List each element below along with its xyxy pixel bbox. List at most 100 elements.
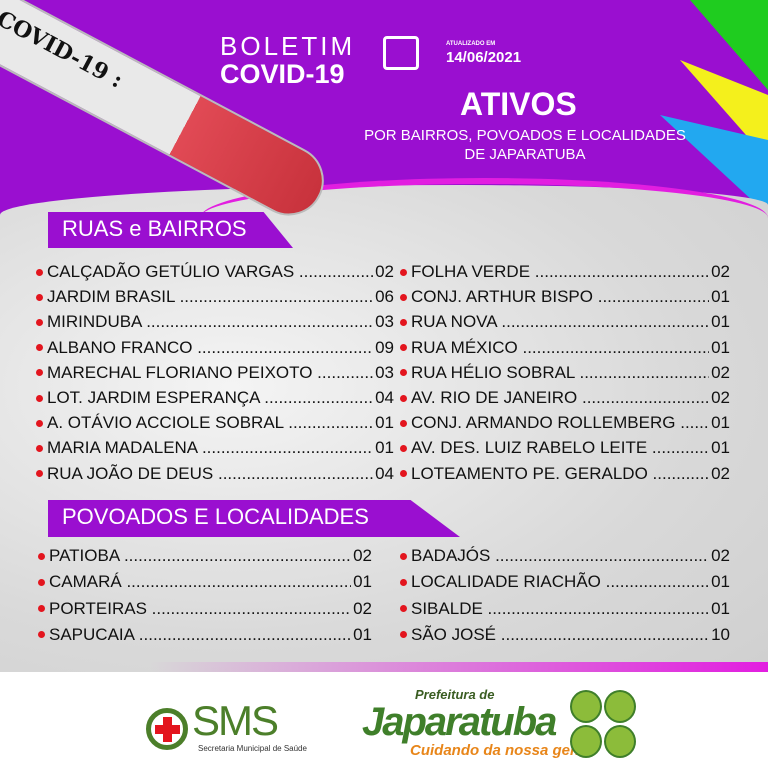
case-count: 02 xyxy=(711,546,730,565)
bullet-icon xyxy=(36,419,43,427)
location-name: A. OTÁVIO ACCIOLE SOBRAL xyxy=(47,411,373,435)
bullet-icon xyxy=(36,444,43,452)
bullet-icon xyxy=(400,293,407,301)
clover-emblem-icon xyxy=(570,690,636,758)
bullet-icon xyxy=(36,268,43,276)
list-item: FOLHA VERDE02 xyxy=(400,260,730,284)
case-count: 10 xyxy=(711,624,730,644)
list-item: A. OTÁVIO ACCIOLE SOBRAL01 xyxy=(36,411,394,435)
case-count: 01 xyxy=(711,337,730,357)
list-item: SAPUCAIA01 xyxy=(38,623,372,647)
location-name: LOT. JARDIM ESPERANÇA xyxy=(47,386,373,410)
case-count: 02 xyxy=(375,262,394,281)
list-item: CALÇADÃO GETÚLIO VARGAS02 xyxy=(36,260,394,284)
list-item: AV. RIO DE JANEIRO02 xyxy=(400,386,730,410)
footer-background xyxy=(0,672,768,768)
list-item: AV. DES. LUIZ RABELO LEITE01 xyxy=(400,436,730,460)
case-count: 01 xyxy=(353,572,372,592)
list-item: SIBALDE01 xyxy=(400,597,730,621)
pink-curve-decoration xyxy=(200,178,768,218)
bullet-icon xyxy=(36,470,43,478)
case-count: 04 xyxy=(375,388,394,407)
bullet-icon xyxy=(400,552,407,560)
case-count: 03 xyxy=(375,312,394,332)
bullet-icon xyxy=(38,552,45,560)
bullet-icon xyxy=(400,419,407,427)
calendar-icon xyxy=(383,36,419,70)
location-name: SIBALDE xyxy=(411,597,709,621)
bullet-icon xyxy=(400,369,407,377)
sms-logo: SMS xyxy=(192,697,279,744)
red-cross-icon xyxy=(146,708,188,750)
location-name: CALÇADÃO GETÚLIO VARGAS xyxy=(47,260,373,284)
main-title: ATIVOS xyxy=(460,86,577,122)
location-name: BADAJÓS xyxy=(411,544,709,568)
list-item: RUA NOVA01 xyxy=(400,310,730,334)
bullet-icon xyxy=(38,631,45,639)
case-count: 06 xyxy=(375,287,394,307)
location-name: RUA MÉXICO xyxy=(411,336,709,360)
location-name: MARECHAL FLORIANO PEIXOTO xyxy=(47,361,373,385)
location-name: JARDIM BRASIL xyxy=(47,285,373,309)
bullet-icon xyxy=(36,293,43,301)
list-item: RUA HÉLIO SOBRAL02 xyxy=(400,361,730,385)
list-item: RUA MÉXICO01 xyxy=(400,336,730,360)
case-count: 01 xyxy=(711,598,730,618)
case-count: 02 xyxy=(711,463,730,483)
title-covid: COVID-19 xyxy=(220,59,345,89)
location-name: PATIOBA xyxy=(49,544,351,568)
location-name: SÃO JOSÉ xyxy=(411,623,709,647)
prefeitura-label: Prefeitura de xyxy=(415,687,495,702)
bullet-icon xyxy=(400,268,407,276)
case-count: 01 xyxy=(711,413,730,433)
bullet-icon xyxy=(400,605,407,613)
bullet-icon xyxy=(400,444,407,452)
case-count: 02 xyxy=(711,388,730,407)
case-count: 02 xyxy=(711,262,730,281)
bullet-icon xyxy=(38,578,45,586)
list-item: MARECHAL FLORIANO PEIXOTO03 xyxy=(36,361,394,385)
subtitle-line1: POR BAIRROS, POVOADOS E LOCALIDADES xyxy=(364,127,686,144)
updated-label: ATUALIZADO EM xyxy=(446,41,496,47)
list-item: SÃO JOSÉ10 xyxy=(400,623,730,647)
location-name: LOCALIDADE RIACHÃO xyxy=(411,570,709,594)
bullet-icon xyxy=(36,344,43,352)
case-count: 01 xyxy=(375,438,394,458)
case-count: 04 xyxy=(375,463,394,483)
case-count: 01 xyxy=(711,572,730,592)
povoados-heading: POVOADOS E LOCALIDADES xyxy=(48,500,460,537)
location-name: RUA JOÃO DE DEUS xyxy=(47,462,373,486)
case-count: 01 xyxy=(711,287,730,307)
list-item: MIRINDUBA03 xyxy=(36,310,394,334)
case-count: 02 xyxy=(353,598,372,618)
color-stripes-decoration xyxy=(660,0,768,215)
case-count: 02 xyxy=(353,546,372,565)
list-item: CAMARÁ01 xyxy=(38,570,372,594)
location-name: AV. RIO DE JANEIRO xyxy=(411,386,709,410)
bullet-icon xyxy=(400,344,407,352)
case-count: 01 xyxy=(375,413,394,433)
bullet-icon xyxy=(400,318,407,326)
location-name: MIRINDUBA xyxy=(47,310,373,334)
slogan: Cuidando da nossa gente xyxy=(410,742,593,759)
japaratuba-logo: Japaratuba xyxy=(362,700,557,744)
bullet-icon xyxy=(36,318,43,326)
case-count: 01 xyxy=(711,312,730,332)
list-item: LOTEAMENTO PE. GERALDO02 xyxy=(400,462,730,486)
list-item: CONJ. ARMANDO ROLLEMBERG01 xyxy=(400,411,730,435)
title-boletim: BOLETIM xyxy=(220,31,356,61)
bullet-icon xyxy=(400,631,407,639)
location-name: ALBANO FRANCO xyxy=(47,336,373,360)
list-item: PATIOBA02 xyxy=(38,544,372,568)
bullet-icon xyxy=(400,394,407,402)
bullet-icon xyxy=(38,605,45,613)
case-count: 01 xyxy=(353,624,372,644)
case-count: 03 xyxy=(375,362,394,382)
bullet-icon xyxy=(400,578,407,586)
location-name: RUA NOVA xyxy=(411,310,709,334)
location-name: LOTEAMENTO PE. GERALDO xyxy=(411,462,709,486)
list-item: CONJ. ARTHUR BISPO01 xyxy=(400,285,730,309)
list-item: LOT. JARDIM ESPERANÇA04 xyxy=(36,386,394,410)
sms-subtitle: Secretaria Municipal de Saúde xyxy=(198,744,307,753)
list-item: PORTEIRAS02 xyxy=(38,597,372,621)
